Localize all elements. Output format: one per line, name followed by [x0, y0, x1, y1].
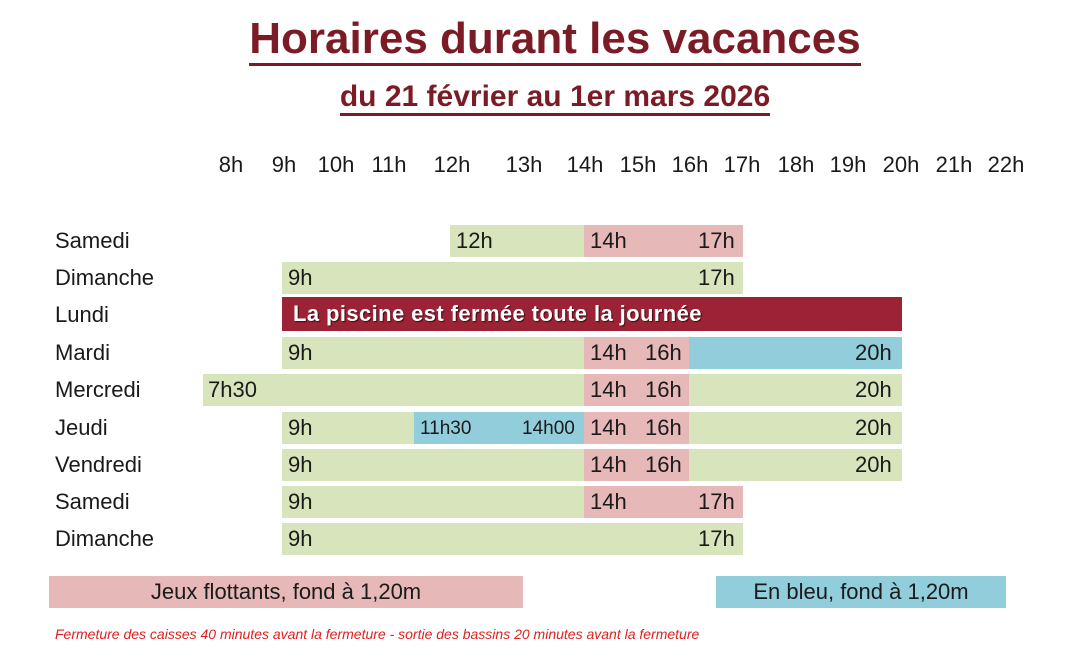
schedule-bar-shallow: [414, 412, 584, 444]
time-label: 20h: [855, 415, 892, 440]
time-label: 14h: [590, 340, 627, 365]
hour-label: 13h: [505, 152, 543, 177]
hour-label: 19h: [829, 152, 867, 177]
time-label: 20h: [855, 452, 892, 477]
schedule-bar-games: [584, 225, 743, 257]
time-label: 14h: [590, 377, 627, 402]
schedule-bar-open: [203, 374, 584, 406]
time-label: 16h: [645, 452, 682, 477]
closing-note: Fermeture des caisses 40 minutes avant l…: [55, 626, 700, 642]
day-label: Vendredi: [55, 452, 142, 477]
time-label: 14h: [590, 228, 627, 253]
hour-label: 14h: [566, 152, 604, 177]
time-label: 16h: [645, 340, 682, 365]
day-label: Mercredi: [55, 377, 141, 402]
day-label: Lundi: [55, 302, 109, 327]
time-label: 14h00: [522, 418, 575, 439]
time-label: 12h: [456, 228, 493, 253]
time-label: 9h: [288, 452, 313, 477]
day-label: Dimanche: [55, 265, 155, 290]
closed-message: La piscine est fermée toute la journée: [293, 301, 702, 326]
time-label: 17h: [698, 489, 735, 514]
hour-label: 22h: [987, 152, 1025, 177]
time-label: 7h30: [208, 377, 257, 402]
legend-games: Jeux flottants, fond à 1,20m: [49, 576, 523, 608]
schedule-bar-open: [282, 262, 743, 294]
schedule-bar-open: [689, 449, 902, 481]
time-label: 14h: [590, 415, 627, 440]
time-label: 17h: [698, 265, 735, 290]
schedule-bar-open: [282, 412, 414, 444]
day-label: Jeudi: [55, 415, 108, 440]
time-label: 17h: [698, 228, 735, 253]
legend-shallow: En bleu, fond à 1,20m: [716, 576, 1006, 608]
schedule-bar-open: [282, 523, 743, 555]
time-label: 9h: [288, 340, 313, 365]
time-label: 20h: [855, 377, 892, 402]
schedule-bar-open: [689, 374, 902, 406]
time-label: 16h: [645, 415, 682, 440]
schedule-bar-open: [282, 337, 584, 369]
schedule-bar-games: [584, 412, 689, 444]
day-label: Mardi: [55, 340, 111, 365]
closed-banner: [282, 297, 902, 331]
hour-label: 11h: [371, 152, 407, 177]
schedule-bar-open: [450, 225, 584, 257]
day-label: Dimanche: [55, 526, 155, 551]
hour-label: 10h: [317, 152, 355, 177]
schedule-bar-games: [584, 337, 689, 369]
time-label: 9h: [288, 415, 313, 440]
schedule-bar-shallow: [689, 337, 902, 369]
time-label: 11h30: [420, 418, 472, 439]
hour-label: 15h: [619, 152, 657, 177]
schedule-bar-open: [282, 449, 584, 481]
schedule-bar-games: [584, 449, 689, 481]
time-label: 9h: [288, 265, 313, 290]
day-label: Samedi: [55, 489, 130, 514]
page-title: Horaires durant les vacances: [0, 14, 1068, 66]
time-label: 16h: [645, 377, 682, 402]
hour-label: 17h: [723, 152, 761, 177]
schedule-bar-open: [689, 412, 902, 444]
page-subtitle: du 21 février au 1er mars 2026: [0, 80, 1068, 116]
time-label: 17h: [698, 526, 735, 551]
time-label: 9h: [288, 489, 313, 514]
hour-label: 8h: [218, 152, 244, 177]
hour-label: 18h: [777, 152, 815, 177]
hour-label: 16h: [671, 152, 709, 177]
time-label: 14h: [590, 452, 627, 477]
schedule-bar-games: [584, 374, 689, 406]
hour-label: 20h: [882, 152, 920, 177]
hour-label: 21h: [935, 152, 973, 177]
time-label: 9h: [288, 526, 313, 551]
time-label: 14h: [590, 489, 627, 514]
time-label: 20h: [855, 340, 892, 365]
schedule-bar-games: [584, 486, 743, 518]
day-label: Samedi: [55, 228, 130, 253]
hour-label: 9h: [271, 152, 297, 177]
schedule-bar-open: [282, 486, 584, 518]
hour-label: 12h: [433, 152, 471, 177]
